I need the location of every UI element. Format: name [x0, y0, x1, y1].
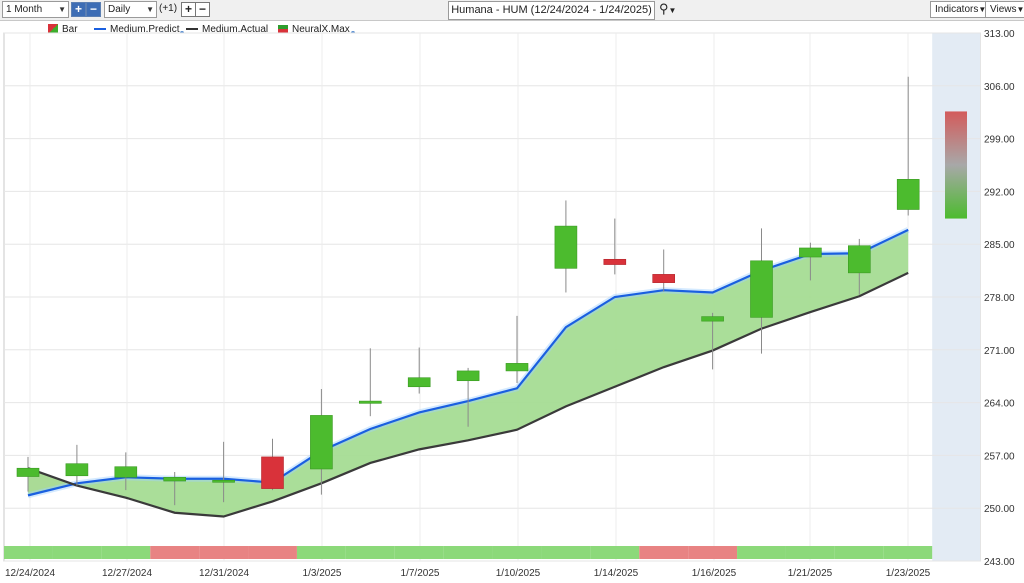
- y-tick-label: 264.00: [984, 399, 1015, 410]
- signal-strip-segment: [296, 546, 346, 559]
- signal-strip-segment: [737, 546, 786, 559]
- y-tick-label: 250.00: [984, 504, 1015, 515]
- indicators-label: Indicators: [935, 4, 979, 15]
- candle-body: [310, 415, 333, 470]
- period-select[interactable]: 1 Month ▼: [2, 1, 69, 18]
- signal-strip-segment: [492, 546, 542, 559]
- candle-body: [701, 316, 724, 322]
- x-tick-label: 1/14/2025: [594, 568, 639, 579]
- y-tick-label: 243.00: [984, 557, 1015, 568]
- candle-body: [750, 260, 773, 318]
- candle-body: [358, 400, 382, 404]
- legend-label: Medium.Predict: [110, 24, 180, 35]
- x-tick-label: 1/21/2025: [788, 568, 833, 579]
- y-tick-label: 313.00: [984, 29, 1015, 40]
- indicators-button[interactable]: Indicators▼: [930, 1, 992, 18]
- y-tick-label: 306.00: [984, 82, 1015, 93]
- minus-icon: −: [198, 2, 206, 16]
- bar-swatch-icon: [48, 24, 58, 35]
- signal-strip-segment: [394, 546, 444, 559]
- signal-strip-segment: [248, 546, 297, 559]
- search-icon: ⚲: [659, 1, 669, 16]
- legend-label: Bar: [62, 24, 78, 35]
- zoom-out-button[interactable]: −: [86, 2, 101, 17]
- x-tick-label: 12/31/2024: [199, 568, 249, 579]
- legend-item-bar[interactable]: Bar: [48, 24, 78, 35]
- x-tick-label: 1/10/2025: [496, 568, 541, 579]
- candle-body: [261, 456, 284, 489]
- y-tick-label: 257.00: [984, 451, 1015, 462]
- chevron-down-icon: ▼: [1016, 5, 1024, 14]
- period-value: 1 Month: [6, 4, 43, 15]
- zoom-in-button[interactable]: +: [71, 2, 86, 17]
- x-tick-label: 1/3/2025: [303, 568, 342, 579]
- signal-strip-segment: [834, 546, 884, 559]
- legend-label: Medium.Actual: [202, 24, 269, 35]
- candle-body: [16, 467, 40, 477]
- offset-plus-button[interactable]: +: [181, 2, 196, 17]
- signal-strip-segment: [541, 546, 591, 559]
- candle-body: [652, 274, 676, 283]
- offset-label: (+1): [159, 3, 178, 14]
- chevron-down-icon: ▼: [58, 5, 66, 14]
- neural-swatch-icon: [278, 25, 288, 34]
- y-tick-label: 292.00: [984, 187, 1015, 198]
- y-tick-label: 299.00: [984, 135, 1015, 146]
- candle-body: [505, 363, 529, 372]
- toolbar: 1 Month ▼ + − Daily ▼ (+1) + − Humana - …: [0, 0, 1024, 21]
- x-tick-label: 12/27/2024: [102, 568, 152, 579]
- x-tick-label: 1/16/2025: [692, 568, 737, 579]
- candle-body: [847, 245, 871, 274]
- chevron-down-icon: ▼: [146, 5, 154, 14]
- signal-strip-segment: [150, 546, 200, 559]
- signal-strip-segment: [52, 546, 102, 559]
- candle-body: [65, 463, 89, 477]
- candle-body: [163, 476, 186, 482]
- line-swatch-icon: [186, 28, 198, 31]
- candle-body: [554, 225, 578, 269]
- price-chart[interactable]: 313.00 306.00 299.00 292.00 285.00 278.00 271.…: [0, 20, 1024, 583]
- signal-strip-segment: [199, 546, 249, 559]
- signal-strip-segment: [4, 546, 53, 559]
- candle-body: [212, 479, 235, 483]
- prediction-band: [28, 229, 909, 517]
- signal-strip-segment: [345, 546, 395, 559]
- x-tick-label: 1/7/2025: [401, 568, 440, 579]
- offset-minus-button[interactable]: −: [195, 2, 210, 17]
- frequency-value: Daily: [108, 4, 131, 15]
- signal-strip-segment: [101, 546, 151, 559]
- legend-label: NeuralX.Max: [292, 24, 350, 35]
- candle-body: [896, 179, 920, 210]
- x-tick-label: 1/23/2025: [886, 568, 931, 579]
- x-tick-label: 12/24/2024: [5, 568, 55, 579]
- candle-body: [603, 258, 627, 265]
- signal-strip-segment: [443, 546, 493, 559]
- search-button[interactable]: ⚲▼: [659, 1, 676, 17]
- signal-strip-segment: [883, 546, 933, 559]
- chevron-down-icon: ▼: [668, 6, 677, 15]
- candle-body: [114, 466, 138, 478]
- chart-title: Humana - HUM (12/24/2024 - 1/24/2025): [448, 1, 655, 20]
- views-button[interactable]: Views▼: [985, 1, 1024, 18]
- y-tick-label: 278.00: [984, 293, 1015, 304]
- chevron-down-icon: ▼: [978, 5, 987, 14]
- candle-body: [799, 247, 822, 258]
- candle-body: [456, 370, 480, 382]
- y-tick-label: 271.00: [984, 346, 1015, 357]
- plus-icon: +: [74, 2, 82, 16]
- y-tick-label: 285.00: [984, 240, 1015, 251]
- signal-strip-segment: [688, 546, 738, 559]
- plus-icon: +: [184, 2, 192, 16]
- signal-strip-segment: [590, 546, 640, 559]
- candle-body: [407, 377, 431, 388]
- legend-item-medium-actual[interactable]: Medium.Actual: [186, 24, 268, 35]
- signal-strip-segment: [639, 546, 689, 559]
- minus-icon: −: [89, 2, 97, 16]
- signal-strip-segment: [785, 546, 835, 559]
- line-swatch-icon: [94, 28, 106, 31]
- frequency-select[interactable]: Daily ▼: [104, 1, 157, 18]
- neuralx-max-bar: [945, 111, 967, 219]
- views-label: Views: [990, 4, 1017, 15]
